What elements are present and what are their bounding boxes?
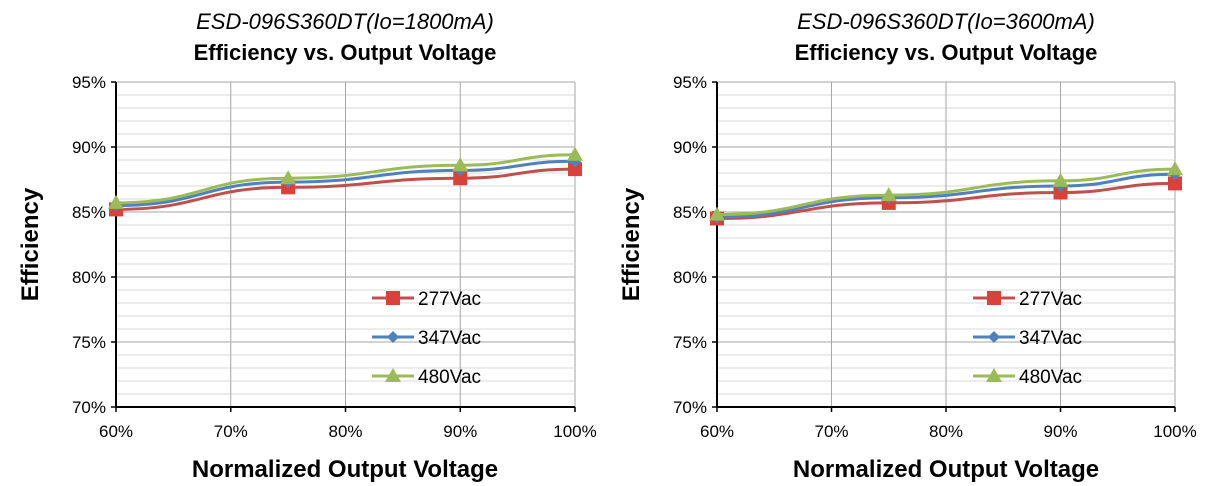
- x-tick-label: 80%: [328, 422, 362, 441]
- x-tick-label: 100%: [1153, 422, 1196, 441]
- chart-subtitle: ESD-096S360DT(Io=3600mA): [797, 9, 1095, 34]
- y-tick-label: 80%: [673, 268, 707, 287]
- y-tick-label: 75%: [673, 333, 707, 352]
- y-tick-label: 70%: [673, 398, 707, 417]
- y-axis-label: Efficiency: [17, 187, 44, 301]
- y-tick-label: 95%: [673, 73, 707, 92]
- y-tick-label: 90%: [72, 138, 106, 157]
- x-axis-label: Normalized Output Voltage: [192, 456, 498, 483]
- y-tick-label: 85%: [72, 203, 106, 222]
- legend-label: 277Vac: [1019, 289, 1082, 310]
- y-tick-label: 95%: [72, 73, 106, 92]
- x-tick-label: 60%: [99, 422, 133, 441]
- legend-marker: [387, 331, 399, 343]
- chart-title: Efficiency vs. Output Voltage: [194, 40, 497, 65]
- legend-label: 480Vac: [1019, 367, 1082, 388]
- y-tick-label: 90%: [673, 138, 707, 157]
- x-tick-label: 80%: [929, 422, 963, 441]
- chart-subtitle: ESD-096S360DT(Io=1800mA): [196, 9, 494, 34]
- x-tick-label: 70%: [214, 422, 248, 441]
- y-tick-label: 80%: [72, 268, 106, 287]
- legend-label: 347Vac: [1019, 328, 1082, 349]
- legend-label: 480Vac: [418, 367, 481, 388]
- y-tick-label: 85%: [673, 203, 707, 222]
- legend-marker: [386, 291, 400, 305]
- y-tick-label: 75%: [72, 333, 106, 352]
- legend-label: 277Vac: [418, 289, 481, 310]
- x-tick-label: 60%: [700, 422, 734, 441]
- legend-marker: [987, 291, 1001, 305]
- legend-label: 347Vac: [418, 328, 481, 349]
- x-tick-label: 70%: [814, 422, 848, 441]
- chart-1: ESD-096S360DT(Io=1800mA) Efficiency vs. O…: [17, 9, 597, 483]
- x-axis-label: Normalized Output Voltage: [793, 456, 1099, 483]
- legend-marker: [988, 331, 1000, 343]
- y-axis-label: Efficiency: [618, 187, 645, 301]
- x-tick-label: 90%: [1043, 422, 1077, 441]
- x-tick-label: 90%: [443, 422, 477, 441]
- chart-2: ESD-096S360DT(Io=3600mA) Efficiency vs. O…: [618, 9, 1197, 483]
- y-tick-label: 70%: [72, 398, 106, 417]
- chart-title: Efficiency vs. Output Voltage: [795, 40, 1098, 65]
- x-tick-label: 100%: [553, 422, 596, 441]
